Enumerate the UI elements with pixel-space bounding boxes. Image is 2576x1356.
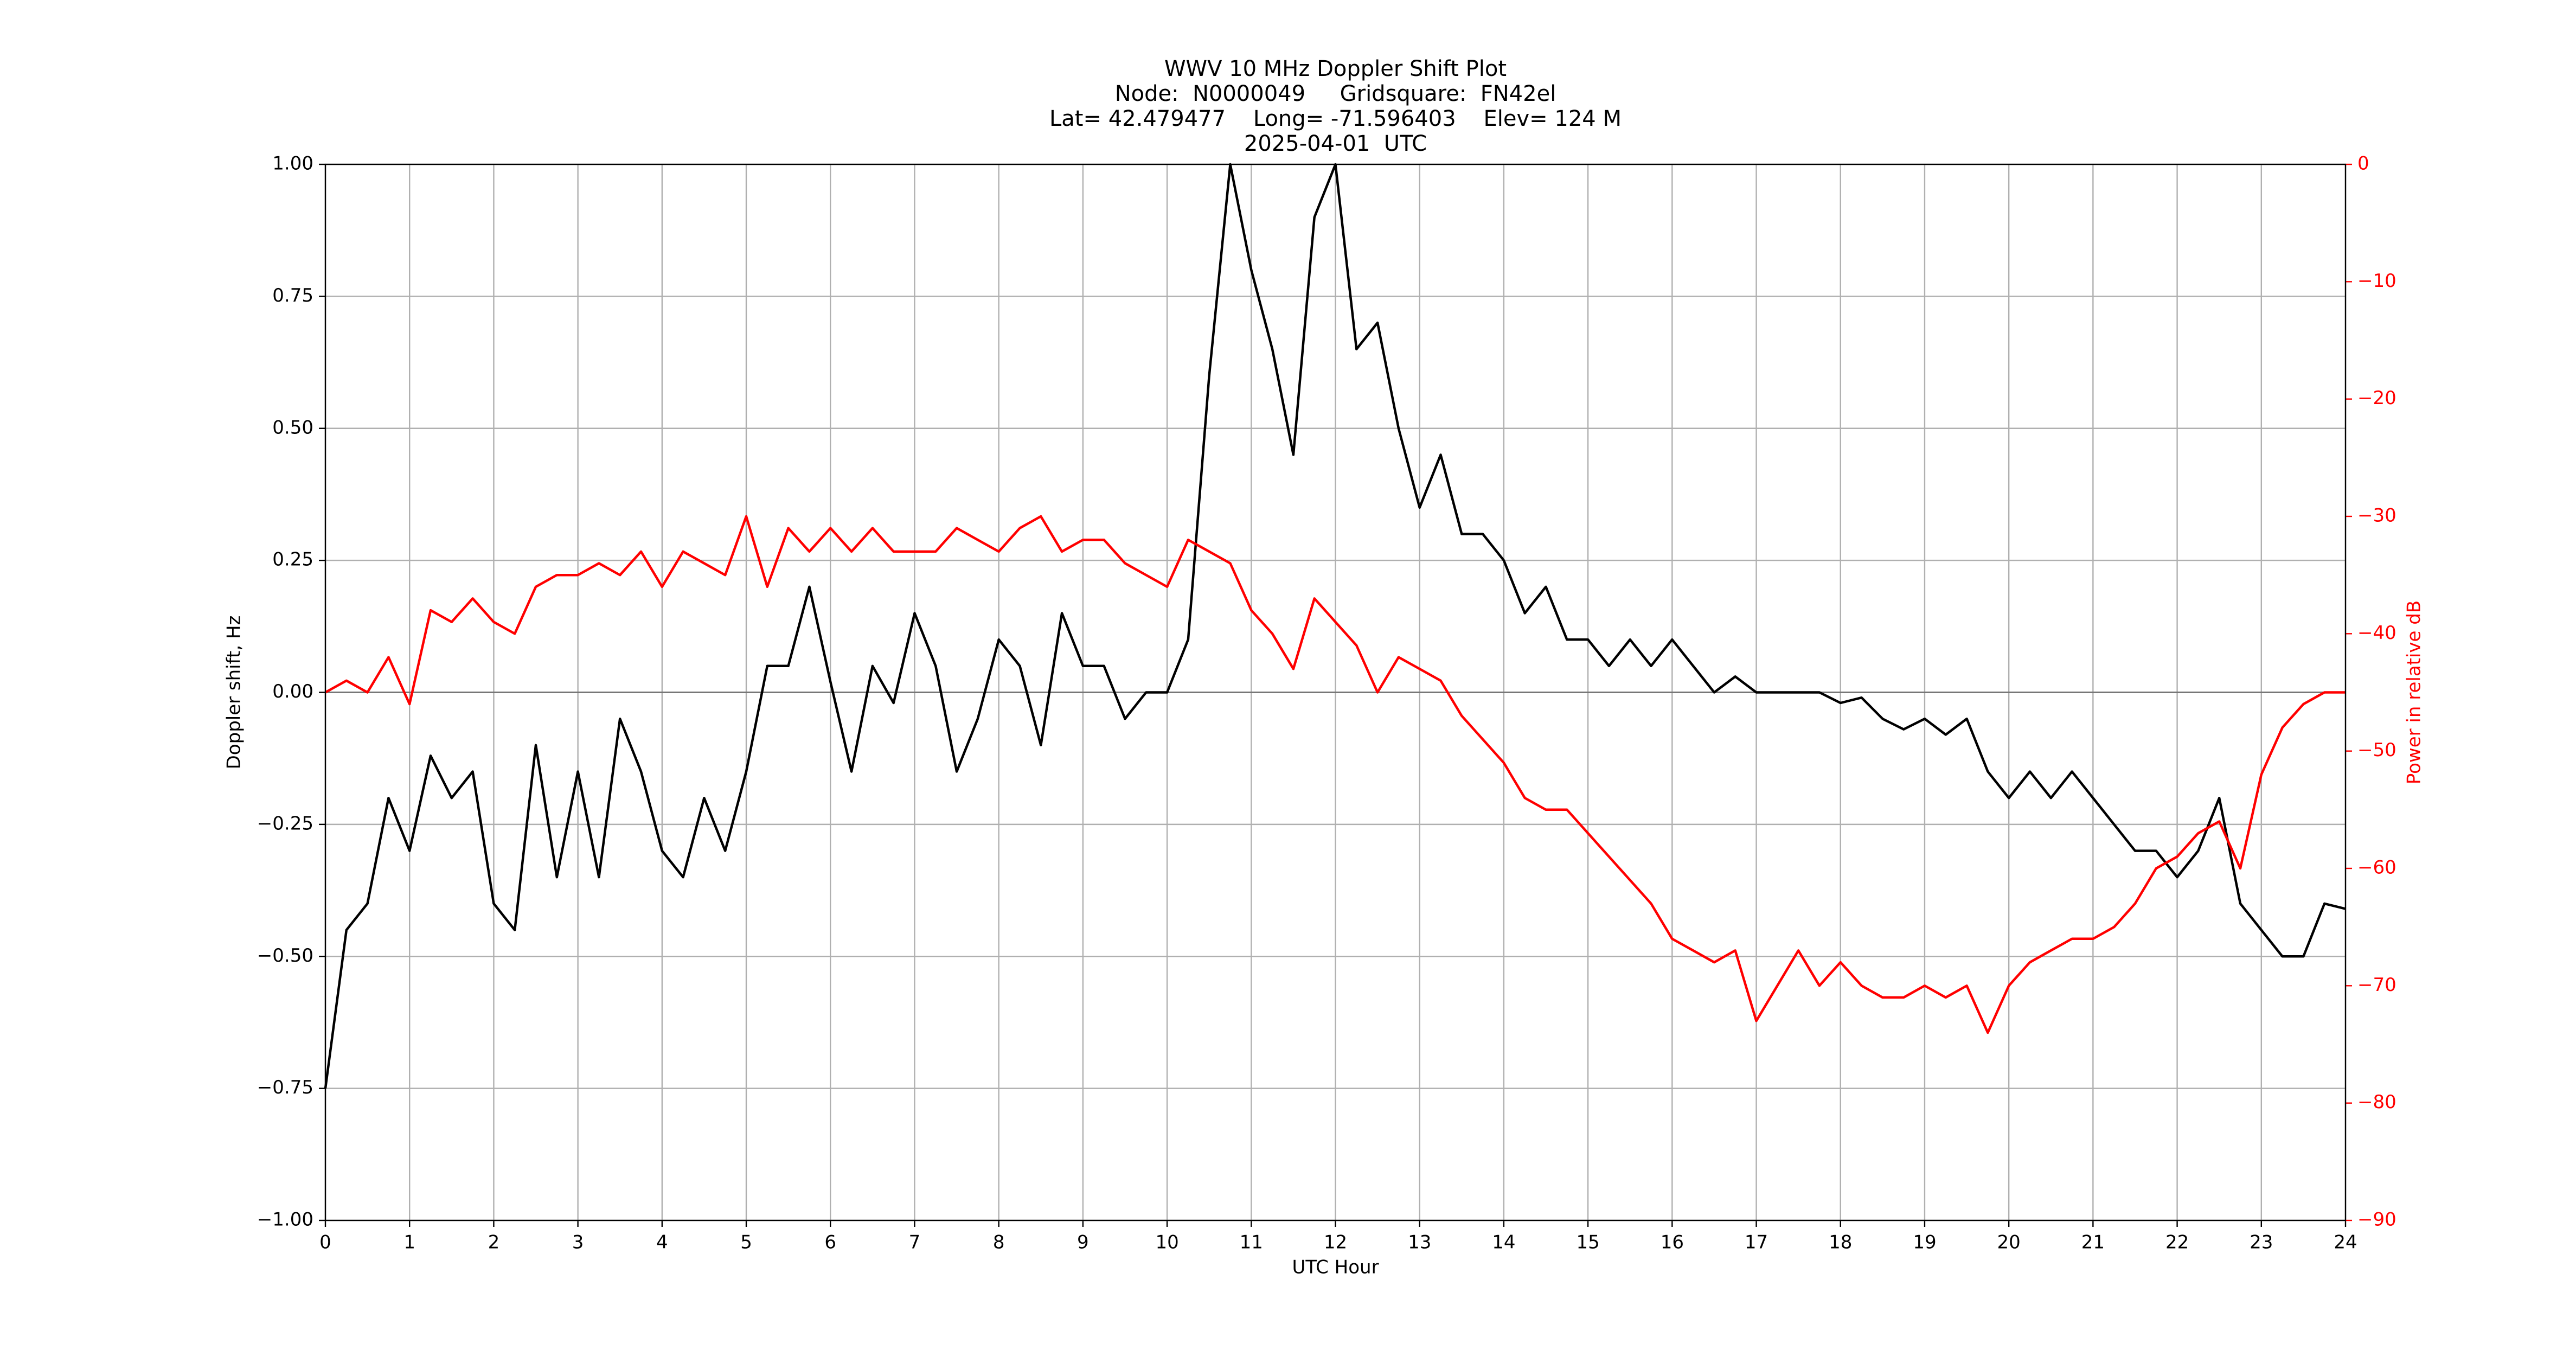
chart-title: Lat= 42.479477 Long= -71.596403 Elev= 12…: [1049, 106, 1622, 131]
x-tick-label: 21: [2081, 1232, 2105, 1253]
x-tick-label: 15: [1576, 1232, 1599, 1253]
series-line: [324, 515, 2346, 1034]
x-tick-label: 13: [1408, 1232, 1431, 1253]
y-tick-label: −0.25: [257, 813, 313, 834]
x-tick-label: 24: [2334, 1232, 2357, 1253]
y-tick-label: 0.75: [272, 285, 313, 306]
x-tick-label: 20: [1997, 1232, 2021, 1253]
x-tick-label: 12: [1324, 1232, 1347, 1253]
y2-tick-label: −80: [2357, 1091, 2396, 1113]
x-tick-label: 2: [488, 1232, 500, 1253]
x-tick-label: 7: [909, 1232, 921, 1253]
y-tick-label: 0.25: [272, 549, 313, 571]
y2-axis-label: Power in relative dB: [2404, 600, 2425, 784]
x-tick-label: 10: [1155, 1232, 1178, 1253]
y2-tick-label: −50: [2357, 739, 2396, 761]
y2-tick-label: −40: [2357, 622, 2396, 644]
x-tick-label: 14: [1492, 1232, 1515, 1253]
plot-frame: [324, 163, 2347, 1221]
y2-tick-label: −90: [2357, 1209, 2396, 1231]
chart-title: WWV 10 MHz Doppler Shift Plot: [1164, 56, 1507, 81]
x-tick-label: 8: [993, 1232, 1005, 1253]
chart-title: Node: N0000049 Gridsquare: FN42el: [1115, 81, 1556, 106]
chart-title: 2025-04-01 UTC: [1244, 131, 1427, 156]
x-tick-label: 6: [824, 1232, 836, 1253]
x-tick-label: 1: [403, 1232, 415, 1253]
x-tick-label: 0: [319, 1232, 331, 1253]
x-tick-label: 3: [572, 1232, 584, 1253]
y-tick-label: −0.50: [257, 945, 313, 967]
y2-tick-label: −30: [2357, 505, 2396, 527]
y-tick-label: 0.00: [272, 681, 313, 702]
x-tick-label: 22: [2165, 1232, 2189, 1253]
y-tick-label: −1.00: [257, 1209, 313, 1231]
y-tick-label: 1.00: [272, 153, 313, 175]
x-tick-label: 23: [2250, 1232, 2273, 1253]
y-axis-label: Doppler shift, Hz: [223, 616, 245, 770]
y2-tick-label: −20: [2357, 387, 2396, 409]
x-tick-label: 17: [1745, 1232, 1768, 1253]
y-tick-label: −0.75: [257, 1077, 313, 1098]
y2-tick-label: −70: [2357, 974, 2396, 996]
x-axis-label: UTC Hour: [1292, 1257, 1379, 1278]
x-tick-label: 9: [1077, 1232, 1089, 1253]
x-tick-label: 5: [740, 1232, 752, 1253]
x-tick-label: 4: [656, 1232, 668, 1253]
y-tick-label: 0.50: [272, 417, 313, 438]
y2-tick-label: −10: [2357, 270, 2396, 292]
y2-tick-label: 0: [2357, 153, 2369, 175]
x-tick-label: 19: [1913, 1232, 1936, 1253]
x-tick-label: 16: [1661, 1232, 1684, 1253]
x-tick-label: 18: [1829, 1232, 1852, 1253]
x-tick-label: 11: [1240, 1232, 1263, 1253]
y2-tick-label: −60: [2357, 857, 2396, 879]
